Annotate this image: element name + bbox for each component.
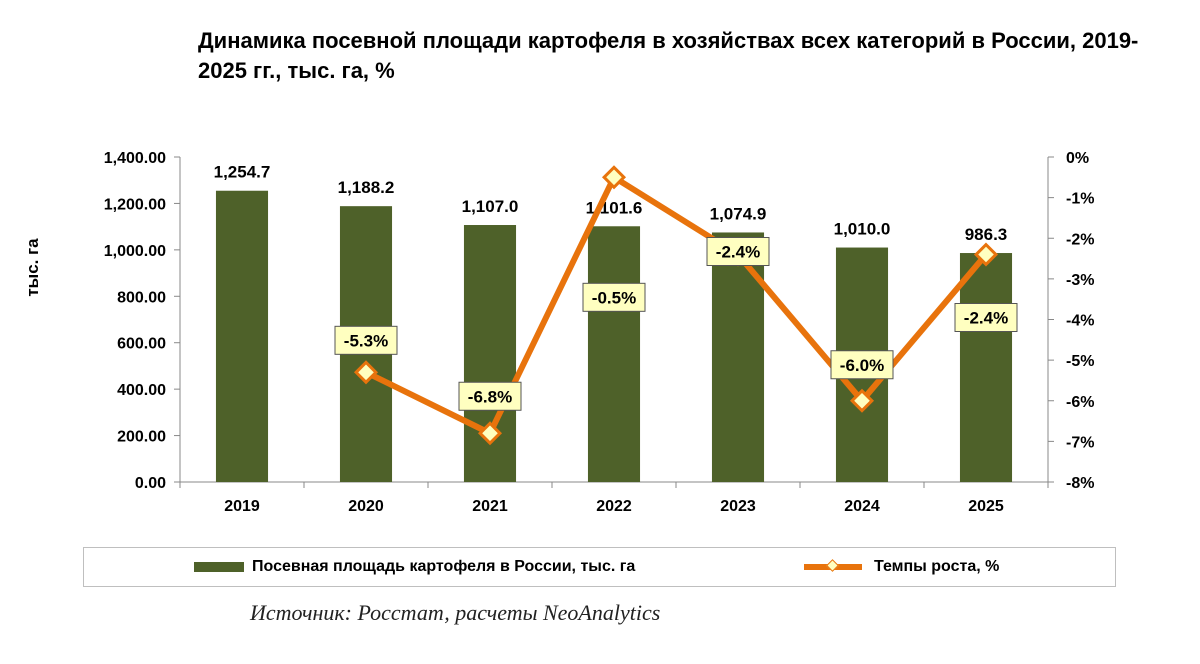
x-tick-label: 2023 [720,498,756,515]
bar-value-label: 986.3 [965,225,1008,244]
bar [587,226,641,482]
bar [959,253,1013,482]
chart-title: Динамика посевной площади картофеля в хо… [198,28,1139,83]
x-tick-label: 2024 [844,498,880,515]
y-tick-label-right: -8% [1066,475,1094,492]
y-tick-label-left: 600.00 [117,336,166,353]
y-tick-label-right: -1% [1066,191,1094,208]
bar [215,190,269,483]
legend-item-bars: Посевная площадь картофеля в России, тыс… [194,548,635,586]
x-tick-label: 2019 [224,498,260,515]
growth-label: -6.8% [468,387,512,406]
legend-item-line: Темпы роста, % [804,548,999,586]
growth-point [477,421,503,446]
growth-label: -2.4% [716,243,760,262]
growth-label-box [458,381,522,411]
growth-point [849,388,875,413]
bar-value-label: 1,074.9 [710,204,767,223]
y-tick-label-right: -5% [1066,353,1094,370]
bar-value-label: 1,107.0 [462,197,519,216]
legend-bar-swatch [194,562,244,572]
y-tick-label-left: 800.00 [117,289,166,306]
growth-label-box [830,350,894,380]
y-tick-label-right: 0% [1066,150,1089,167]
legend-line-swatch [804,559,862,572]
bar [711,232,765,482]
y-tick-label-left: 200.00 [117,429,166,446]
legend-line-label: Темпы роста, % [874,558,1000,575]
growth-label-box [706,237,770,266]
y-tick-label-right: -6% [1066,394,1094,411]
growth-label-box [334,325,398,355]
y-tick-label-left: 1,200.00 [104,196,166,213]
growth-point [973,242,999,267]
x-tick-label: 2020 [348,498,384,515]
chart-canvas: 0.00 200.00 400.00 600.00 800.00 1,000.00 1,20… [23,150,1094,515]
growth-label: -0.5% [592,288,636,307]
bar-value-label: 1,254.7 [214,163,271,182]
legend-bar-label: Посевная площадь картофеля в России, тыс… [252,558,636,575]
y-tick-label-left: 1,400.00 [104,150,166,167]
y-tick-label-left: 1,000.00 [104,243,166,260]
source-note: Источник: Росстат, расчеты NeoAnalytics [250,600,661,625]
growth-point [601,165,627,190]
growth-label-box [954,303,1018,332]
x-tick-label: 2021 [472,498,508,515]
y-tick-label-right: -3% [1066,272,1094,289]
x-tick-label: 2022 [596,498,632,515]
y-tick-label-left: 0.00 [135,475,166,492]
x-tick-label: 2025 [968,498,1004,515]
legend-diamond-icon [826,559,839,572]
growth-label: -5.3% [344,331,388,350]
y-axis-title: тыс. га [23,238,42,297]
y-tick-label-right: -7% [1066,434,1094,451]
y-tick-label-left: 400.00 [117,382,166,399]
y-tick-label-right: -2% [1066,231,1094,248]
bar-value-label: 1,010.0 [834,220,891,239]
growth-label: -2.4% [964,309,1008,328]
legend: Посевная площадь картофеля в России, тыс… [83,547,1116,587]
y-tick-label-right: -4% [1066,313,1094,330]
growth-label: -6.0% [840,356,884,375]
bar-value-label: 1,188.2 [338,178,395,197]
growth-point [353,360,379,385]
growth-label-box [582,282,646,312]
